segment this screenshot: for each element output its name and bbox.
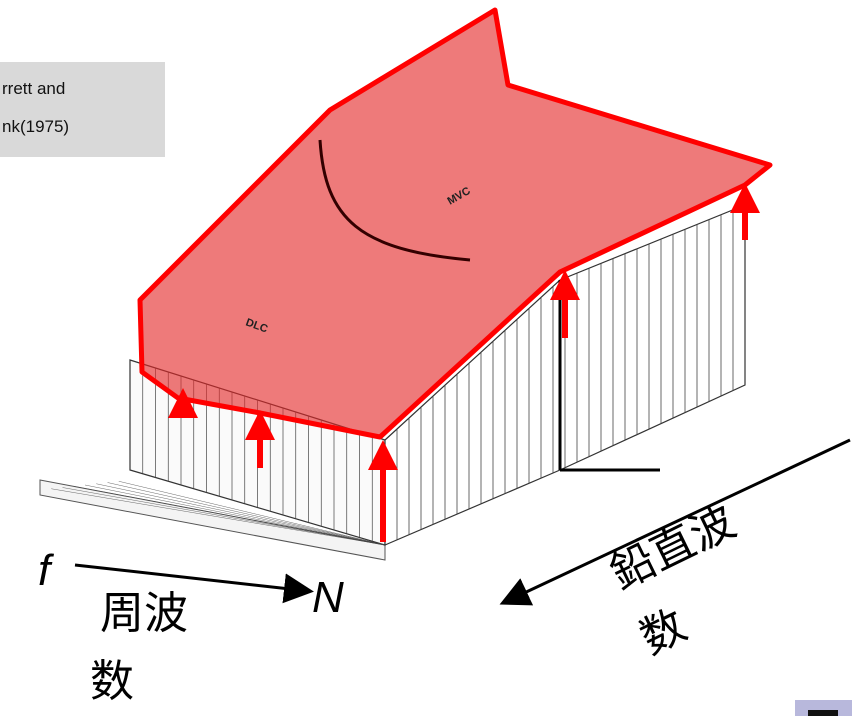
grid-line: [118, 481, 386, 546]
grid-line: [84, 484, 386, 546]
grid-line: [96, 483, 386, 546]
citation-box: [0, 62, 165, 157]
footer-bar: [808, 710, 838, 716]
surface-curve: [318, 139, 471, 262]
vertical-wavenumber-axis: [499, 438, 851, 606]
axis-end-label: N: [312, 573, 344, 622]
grid-line: [51, 488, 386, 546]
axis-label: 数: [90, 657, 134, 706]
frequency-axis: [74, 563, 314, 604]
axis-start-label: f: [38, 546, 55, 595]
grid-line: [73, 486, 386, 546]
citation-line: nk(1975): [2, 117, 69, 136]
axis-label: 数: [633, 601, 694, 664]
axis-label: 周波: [100, 589, 188, 638]
citation-line: rrett and: [2, 79, 65, 98]
grid-line: [62, 487, 386, 546]
axis-label: 鉛直波: [603, 497, 743, 599]
grid-line: [107, 482, 386, 546]
